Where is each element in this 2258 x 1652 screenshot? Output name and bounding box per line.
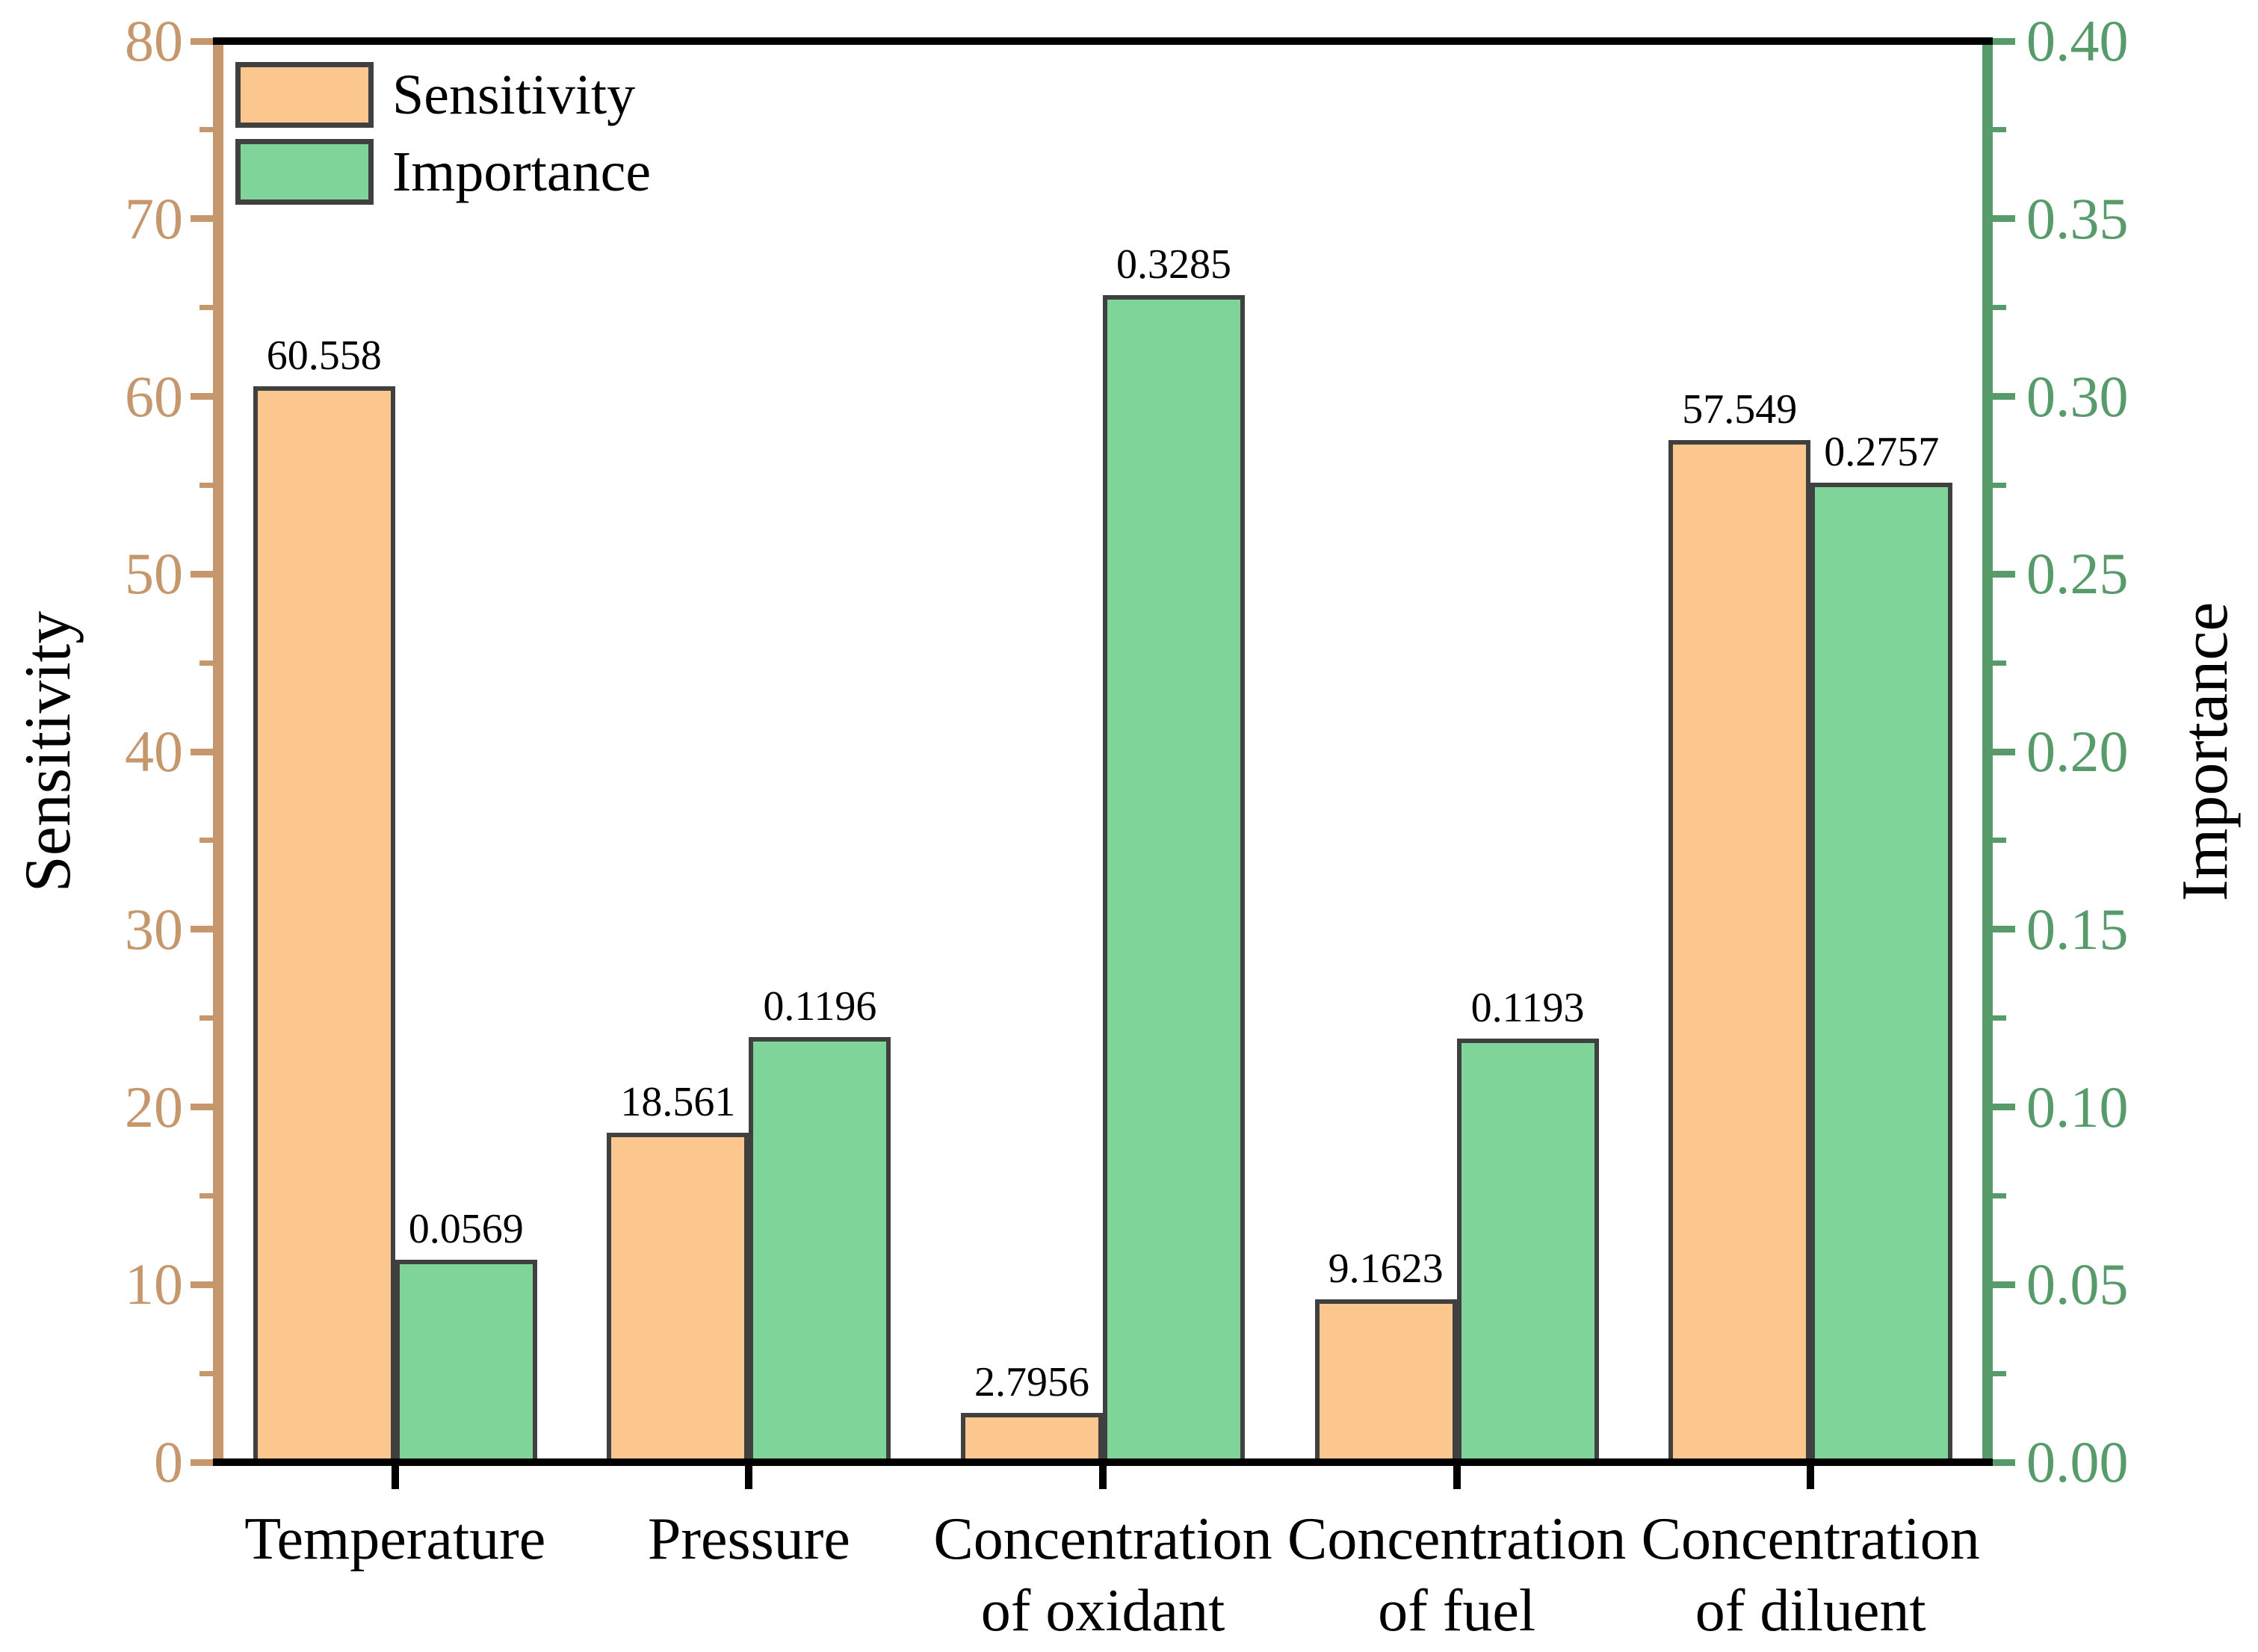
right-minor-tick — [1993, 1370, 2006, 1376]
right-minor-tick — [1993, 660, 2006, 666]
legend-label-sensitivity: Sensitivity — [392, 64, 636, 126]
category-label: Concentration of fuel — [1287, 1506, 1627, 1644]
right-major-tick — [1993, 37, 2015, 45]
category-label: Concentration of diluent — [1641, 1506, 1980, 1644]
category-label: Pressure — [647, 1506, 850, 1572]
right-tick-label: 0.15 — [2026, 896, 2129, 962]
left-major-tick — [191, 1104, 213, 1110]
right-major-tick — [1993, 1104, 2015, 1110]
bar-importance — [1103, 294, 1245, 1466]
category-label: Concentration of oxidant — [933, 1506, 1272, 1644]
left-minor-tick — [199, 1192, 213, 1198]
left-tick-label: 10 — [125, 1252, 183, 1317]
left-axis-title: Sensitivity — [12, 610, 84, 893]
bar-sensitivity — [1668, 439, 1811, 1466]
right-minor-tick — [1993, 127, 2006, 133]
right-major-tick — [1993, 215, 2015, 223]
left-tick-label: 30 — [125, 896, 183, 962]
right-minor-tick — [1993, 305, 2006, 311]
right-tick-label: 0.25 — [2026, 541, 2129, 607]
left-major-tick — [191, 37, 213, 45]
bar-sensitivity — [961, 1412, 1103, 1466]
category-label: Temperature — [244, 1506, 546, 1572]
left-tick-label: 0 — [154, 1429, 183, 1494]
left-major-tick — [191, 1281, 213, 1288]
bar-importance — [749, 1037, 891, 1466]
value-label-sensitivity: 18.561 — [620, 1078, 736, 1125]
left-major-tick — [191, 393, 213, 400]
left-tick-label: 50 — [125, 541, 183, 607]
left-tick-label: 60 — [125, 363, 183, 429]
value-label-importance: 0.0569 — [408, 1206, 524, 1253]
right-axis-title: Importance — [2169, 601, 2242, 902]
left-minor-tick — [199, 305, 213, 311]
right-major-tick — [1993, 1281, 2015, 1288]
value-label-sensitivity: 9.1623 — [1328, 1246, 1444, 1293]
legend-swatch-sensitivity — [235, 62, 374, 128]
bar-importance — [1810, 483, 1953, 1466]
left-tick-label: 40 — [125, 719, 183, 784]
bar-sensitivity — [1314, 1299, 1457, 1466]
right-tick-label: 0.00 — [2026, 1429, 2129, 1494]
x-axis-tick — [1099, 1466, 1107, 1489]
bar-importance — [395, 1260, 537, 1466]
right-major-tick — [1993, 926, 2015, 933]
x-axis-tick — [1807, 1466, 1815, 1489]
top-axis-spine — [213, 37, 1993, 45]
right-major-tick — [1993, 393, 2015, 400]
left-axis-spine — [213, 37, 223, 1466]
value-label-importance: 0.2757 — [1824, 429, 1940, 476]
bottom-axis-spine — [213, 1458, 1993, 1466]
value-label-sensitivity: 60.558 — [266, 332, 382, 380]
value-label-importance: 0.1193 — [1470, 984, 1585, 1031]
left-tick-label: 70 — [125, 185, 183, 251]
value-label-importance: 0.3285 — [1116, 241, 1231, 288]
right-minor-tick — [1993, 482, 2006, 488]
right-axis-spine — [1982, 37, 1993, 1466]
bar-sensitivity — [607, 1132, 749, 1466]
left-minor-tick — [199, 482, 213, 488]
right-tick-label: 0.20 — [2026, 719, 2129, 784]
right-tick-label: 0.40 — [2026, 8, 2129, 73]
right-major-tick — [1993, 570, 2015, 578]
left-tick-label: 20 — [125, 1074, 183, 1139]
bar-sensitivity — [253, 386, 395, 1466]
right-major-tick — [1993, 748, 2015, 755]
left-tick-label: 80 — [125, 8, 183, 73]
left-minor-tick — [199, 838, 213, 844]
bar-importance — [1456, 1038, 1599, 1466]
value-label-sensitivity: 2.7956 — [974, 1358, 1089, 1405]
legend-label-importance: Importance — [392, 140, 652, 203]
x-axis-tick — [745, 1466, 753, 1489]
right-major-tick — [1993, 1458, 2015, 1466]
left-minor-tick — [199, 1370, 213, 1376]
right-tick-label: 0.30 — [2026, 363, 2129, 429]
legend-swatch-importance — [235, 139, 374, 205]
left-minor-tick — [199, 1015, 213, 1021]
left-major-tick — [191, 215, 213, 223]
right-tick-label: 0.10 — [2026, 1074, 2129, 1139]
left-major-tick — [191, 1458, 213, 1466]
right-minor-tick — [1993, 838, 2006, 844]
value-label-importance: 0.1196 — [763, 983, 877, 1030]
left-minor-tick — [199, 127, 213, 133]
left-major-tick — [191, 748, 213, 755]
left-major-tick — [191, 926, 213, 933]
right-tick-label: 0.05 — [2026, 1252, 2129, 1317]
right-minor-tick — [1993, 1015, 2006, 1021]
left-minor-tick — [199, 660, 213, 666]
value-label-sensitivity: 57.549 — [1682, 386, 1798, 433]
x-axis-tick — [1453, 1466, 1461, 1489]
x-axis-tick — [391, 1466, 399, 1489]
right-minor-tick — [1993, 1192, 2006, 1198]
left-major-tick — [191, 570, 213, 578]
right-tick-label: 0.35 — [2026, 185, 2129, 251]
